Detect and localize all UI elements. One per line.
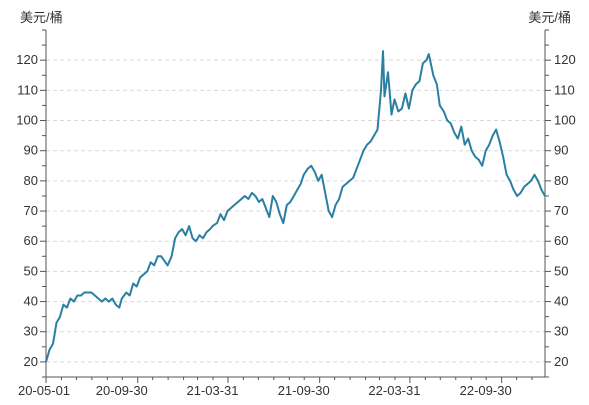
y-tick-label-left: 40: [24, 294, 38, 309]
y-tick-label-left: 110: [17, 82, 38, 97]
y-tick-label-right: 120: [554, 52, 576, 67]
y-axis-unit-left: 美元/桶: [20, 10, 63, 25]
y-tick-label-right: 110: [554, 82, 575, 97]
x-tick-label: 21-09-30: [278, 383, 330, 398]
y-tick-label-right: 60: [554, 233, 568, 248]
y-axis-right: 20 30 40 50 60 70 80 90 100 110 120: [545, 29, 576, 378]
grid-lines: [46, 59, 545, 363]
x-tick-label: 21-03-31: [186, 383, 238, 398]
series-line: [45, 50, 546, 363]
axes: [45, 30, 546, 378]
y-tick-label-left: 120: [16, 52, 38, 67]
y-tick-label-left: 30: [24, 324, 38, 339]
x-tick-label: 20-05-01: [18, 383, 70, 398]
y-tick-label-right: 90: [554, 143, 568, 158]
y-tick-label-right: 80: [554, 173, 568, 188]
y-tick-label-right: 40: [554, 294, 568, 309]
y-tick-label-left: 90: [24, 143, 38, 158]
x-axis: 20-05-01 20-09-30 21-03-31 21-09-30 22-03-31…: [18, 377, 533, 398]
y-axis-left: 20 30 40 50 60 70 80 90 100 110 120: [16, 29, 46, 378]
y-tick-label-left: 80: [24, 173, 38, 188]
x-tick-label: 22-09-30: [460, 383, 512, 398]
y-tick-label-left: 70: [24, 203, 38, 218]
y-tick-label-right: 70: [554, 203, 568, 218]
y-tick-label-left: 50: [24, 263, 38, 278]
y-tick-label-left: 60: [24, 233, 38, 248]
y-tick-label-right: 50: [554, 263, 568, 278]
y-tick-label-right: 30: [554, 324, 568, 339]
y-tick-label-left: 100: [16, 113, 38, 128]
y-tick-label-left: 20: [24, 354, 38, 369]
y-axis-unit-right: 美元/桶: [528, 10, 571, 25]
x-tick-label: 22-03-31: [368, 383, 420, 398]
x-tick-label: 20-09-30: [96, 383, 148, 398]
y-tick-label-right: 100: [554, 113, 576, 128]
y-tick-label-right: 20: [554, 354, 568, 369]
